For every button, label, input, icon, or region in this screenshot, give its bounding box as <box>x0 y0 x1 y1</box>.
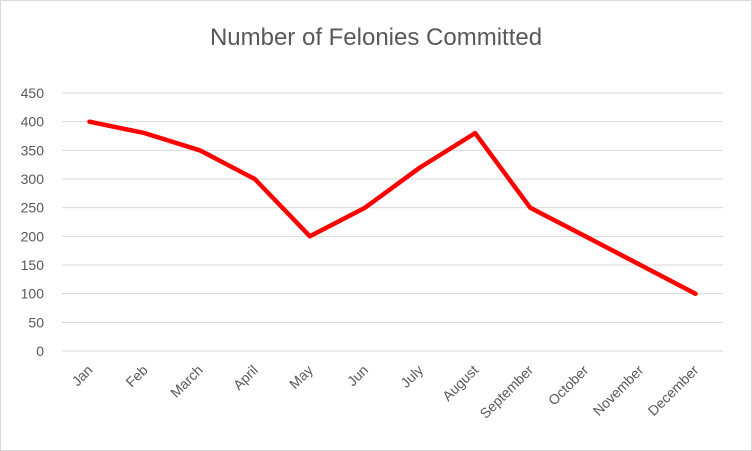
data-point <box>418 165 423 170</box>
y-tick-label: 150 <box>21 257 45 273</box>
y-tick-label: 50 <box>28 314 44 330</box>
x-tick-label: April <box>230 362 261 393</box>
data-point <box>307 234 312 239</box>
data-point <box>583 234 588 239</box>
x-tick-label: Feb <box>122 362 151 391</box>
x-tick-label: September <box>477 362 537 422</box>
x-tick-label: November <box>590 362 647 419</box>
data-point <box>252 177 257 181</box>
x-tick-label: December <box>645 362 702 419</box>
data-point <box>693 291 698 296</box>
x-tick-label: May <box>286 362 316 392</box>
series-line <box>87 119 698 296</box>
x-tick-label: July <box>397 362 426 391</box>
data-point <box>528 205 533 210</box>
data-point <box>638 263 643 267</box>
gridlines <box>62 92 723 352</box>
x-tick-label: August <box>439 362 481 404</box>
y-tick-label: 400 <box>21 114 45 130</box>
y-tick-label: 0 <box>36 343 44 359</box>
chart-title: Number of Felonies Committed <box>209 24 543 51</box>
data-point <box>197 148 202 153</box>
y-tick-label: 350 <box>21 142 45 158</box>
data-point <box>362 205 367 210</box>
x-tick-label: Jan <box>68 362 95 389</box>
y-tick-label: 100 <box>21 286 45 302</box>
y-tick-label: 450 <box>21 85 45 101</box>
y-axis-ticks: 0 50 100 150 200 250 300 350 400 450 <box>21 85 45 359</box>
x-axis-ticks: Jan Feb March April May Jun July AugustSeptembe… <box>68 362 701 422</box>
y-tick-label: 250 <box>21 200 45 216</box>
x-tick-label: October <box>545 362 592 409</box>
y-tick-label: 300 <box>21 171 45 187</box>
x-tick-label: March <box>167 362 206 401</box>
series-layer <box>87 119 698 296</box>
y-tick-label: 200 <box>21 228 45 244</box>
data-point <box>87 119 92 124</box>
x-tick-label: Jun <box>344 362 371 389</box>
data-point <box>473 131 478 136</box>
data-point <box>142 131 147 136</box>
